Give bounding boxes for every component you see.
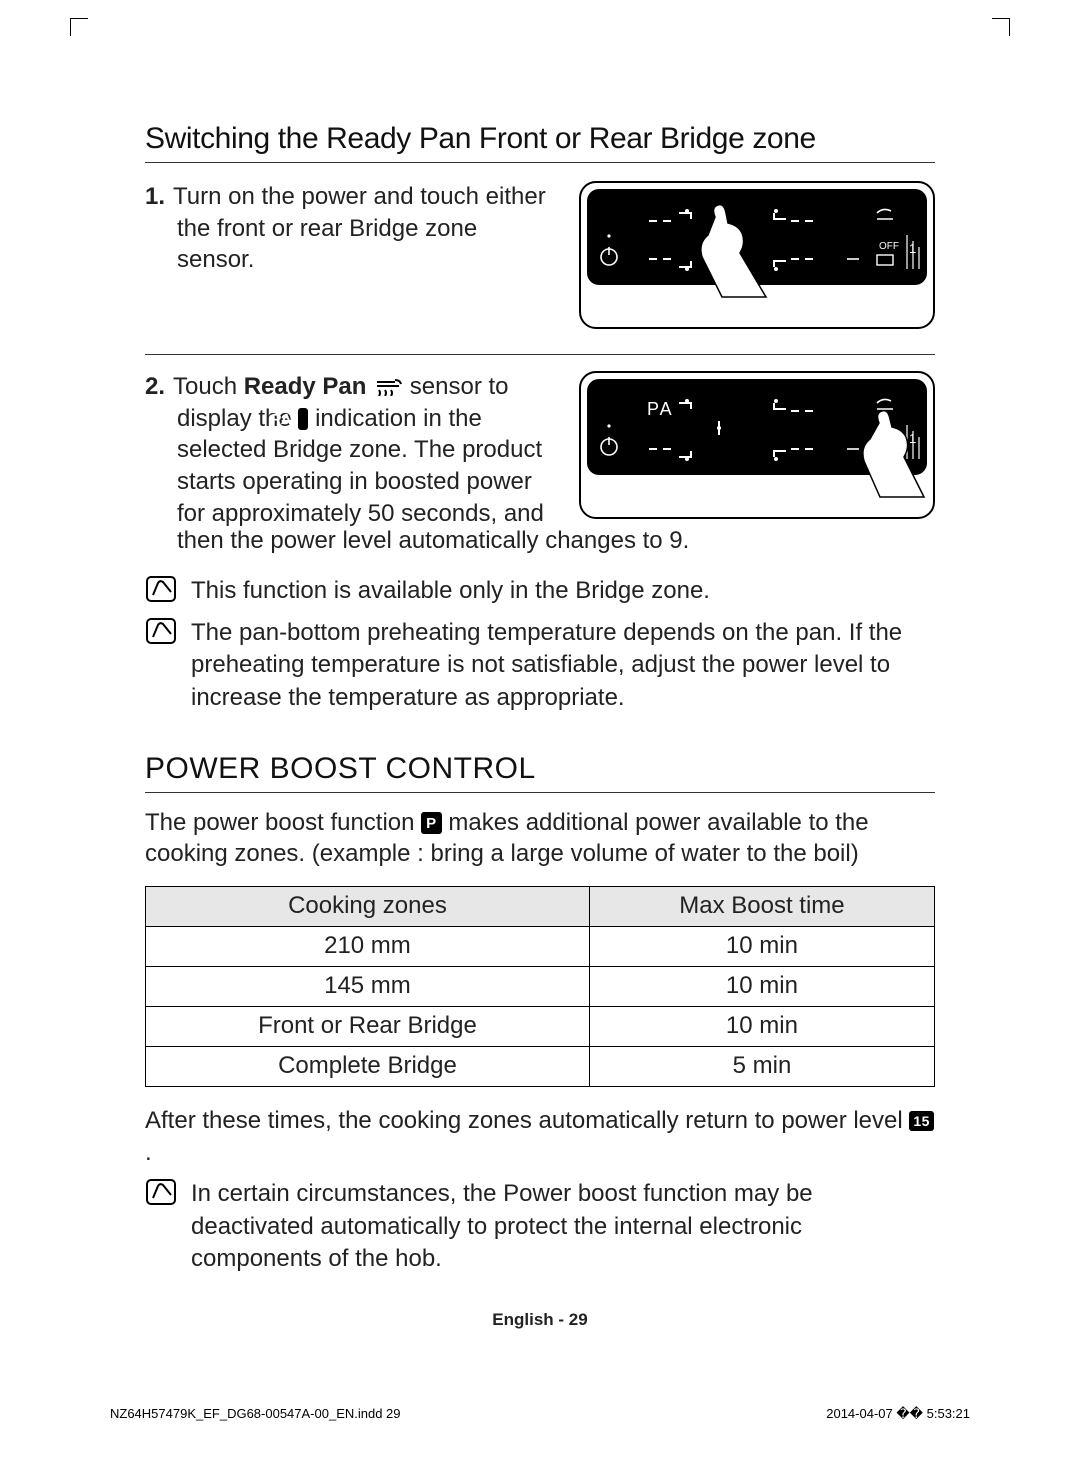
step-1-num: 1. [145, 181, 173, 213]
pa-display: PA [647, 399, 674, 419]
table-row: Complete Bridge5 min [146, 1047, 935, 1087]
section2-title: POWER BOOST CONTROL [145, 752, 935, 793]
note-2-text: The pan-bottom preheating temperature de… [191, 617, 935, 713]
table-row: Front or Rear Bridge10 min [146, 1007, 935, 1047]
step-2-bold: Ready Pan [244, 373, 367, 400]
step-2-pre: Touch [173, 373, 244, 400]
control-panel-illustration-1: OFF 1 [579, 181, 935, 334]
control-panel-illustration-2: PA OFF 1 [579, 371, 935, 524]
step-1-text: 1.Turn on the power and touch either the… [145, 181, 561, 276]
after-times-text: After these times, the cooking zones aut… [145, 1105, 935, 1168]
intro-a: The power boost function [145, 809, 421, 836]
step-1-body: Turn on the power and touch either the f… [173, 183, 546, 273]
th-zones: Cooking zones [146, 887, 590, 927]
note-3: In certain circumstances, the Power boos… [145, 1178, 935, 1274]
footer-file: NZ64H57479K_EF_DG68-00547A-00_EN.indd 29 [110, 1406, 401, 1421]
note-2: The pan-bottom preheating temperature de… [145, 617, 935, 713]
step-2-text: 2.Touch Ready Pan sensor to display the … [145, 371, 561, 529]
p-badge-icon: P [421, 812, 442, 835]
footer-timestamp: 2014-04-07 �� 5:53:21 [826, 1406, 970, 1422]
cell-time: 5 min [589, 1047, 934, 1087]
note-icon [145, 1178, 177, 1206]
cell-time: 10 min [589, 927, 934, 967]
crop-mark-tr [992, 18, 1010, 36]
note-icon [145, 575, 177, 603]
step-2-mid [366, 373, 373, 400]
table-header-row: Cooking zones Max Boost time [146, 887, 935, 927]
table-row: 145 mm10 min [146, 967, 935, 1007]
boost-time-table: Cooking zones Max Boost time 210 mm10 mi… [145, 886, 935, 1087]
page-footer-center: English - 29 [0, 1310, 1080, 1330]
note-3-text: In certain circumstances, the Power boos… [191, 1178, 935, 1274]
pa-badge-icon: PA [298, 408, 308, 431]
step-2-num: 2. [145, 371, 173, 403]
footer-page: 29 [569, 1310, 588, 1329]
note-1: This function is available only in the B… [145, 575, 935, 607]
cell-zone: Front or Rear Bridge [146, 1007, 590, 1047]
step-2-row: 2.Touch Ready Pan sensor to display the … [145, 371, 935, 535]
step-2-continuation: then the power level automatically chang… [177, 525, 935, 557]
crop-mark-tl [70, 18, 88, 36]
page-content: Switching the Ready Pan Front or Rear Br… [145, 122, 935, 1285]
note-1-text: This function is available only in the B… [191, 575, 935, 607]
cell-zone: 210 mm [146, 927, 590, 967]
cell-time: 10 min [589, 1007, 934, 1047]
cell-time: 10 min [589, 967, 934, 1007]
footer-lang: English - [492, 1310, 569, 1329]
th-time: Max Boost time [589, 887, 934, 927]
cell-zone: 145 mm [146, 967, 590, 1007]
off-label: OFF [879, 241, 899, 252]
table-row: 210 mm10 min [146, 927, 935, 967]
section2-intro: The power boost function P makes additio… [145, 807, 935, 870]
ready-pan-icon [373, 376, 403, 396]
note-icon [145, 617, 177, 645]
cell-zone: Complete Bridge [146, 1047, 590, 1087]
section1-title: Switching the Ready Pan Front or Rear Br… [145, 122, 935, 163]
level-15-badge-icon: 15 [909, 1111, 934, 1131]
after-b: . [145, 1139, 152, 1166]
step-1-row: 1.Turn on the power and touch either the… [145, 181, 935, 355]
after-a: After these times, the cooking zones aut… [145, 1107, 909, 1134]
